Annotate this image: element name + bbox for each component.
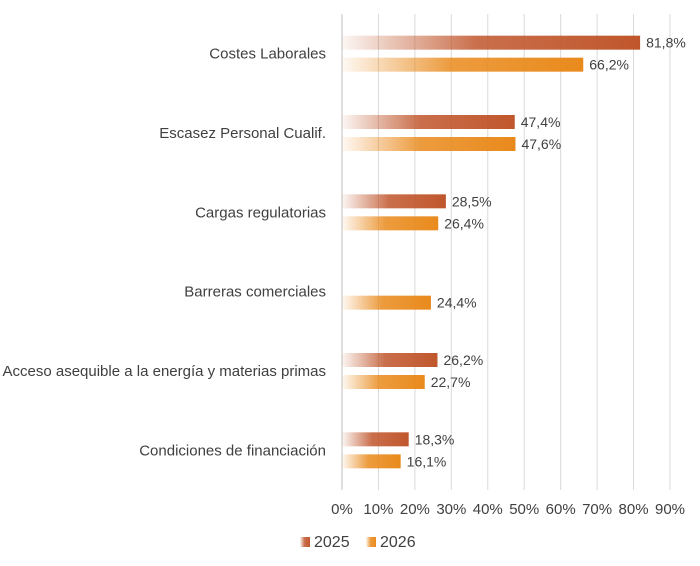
data-label: 28,5%: [452, 193, 492, 209]
x-tick-label: 70%: [582, 501, 612, 518]
data-label: 66,2%: [589, 57, 629, 73]
data-label: 81,8%: [646, 35, 686, 51]
category-label: Escasez Personal Cualif.: [159, 125, 326, 142]
data-label: 26,2%: [443, 352, 483, 368]
data-label: 16,1%: [407, 453, 447, 469]
x-tick-label: 60%: [546, 501, 576, 518]
bar-2026: [342, 137, 516, 151]
data-label: 26,4%: [444, 215, 484, 231]
category-label: Barreras comerciales: [184, 284, 326, 301]
data-label: 24,4%: [437, 295, 477, 311]
bar-2026: [342, 454, 401, 469]
legend-swatch-2025: [300, 537, 310, 547]
x-tick-label: 90%: [655, 501, 685, 518]
legend-label-2025: 2025: [314, 534, 350, 551]
bar-2025: [342, 353, 438, 367]
data-label: 47,6%: [521, 136, 561, 152]
bar-2026: [342, 216, 439, 231]
category-label: Cargas regulatorias: [195, 204, 326, 221]
bar-2025: [342, 432, 409, 447]
bar-2025: [342, 194, 446, 209]
bar-2026: [342, 295, 431, 310]
bar-2026: [342, 375, 425, 389]
bars: [342, 35, 641, 469]
x-tick-label: 80%: [619, 501, 649, 518]
data-label: 22,7%: [431, 374, 471, 390]
bar-2025: [342, 35, 641, 50]
legend-label-2026: 2026: [380, 534, 416, 551]
x-tick-label: 20%: [400, 501, 430, 518]
legend-swatch-2026: [366, 537, 376, 547]
bar-2025: [342, 115, 515, 129]
bar-2026: [342, 57, 584, 72]
category-label: Condiciones de financiación: [139, 442, 326, 459]
x-tick-label: 50%: [509, 501, 539, 518]
x-tick-label: 0%: [331, 501, 353, 518]
category-label: Costes Laborales: [209, 46, 326, 63]
x-tick-label: 40%: [473, 501, 503, 518]
category-label: Acceso asequible a la energía y materias…: [3, 363, 327, 380]
gridlines: [341, 14, 671, 490]
legend: 2025 2026: [300, 534, 416, 551]
x-tick-label: 10%: [363, 501, 393, 518]
labels: 0% 10% 20% 30% 40% 50% 60% 70% 80% 90% Costes Labo…: [3, 35, 686, 518]
x-tick-label: 30%: [436, 501, 466, 518]
data-label: 47,4%: [521, 114, 561, 130]
data-label: 18,3%: [415, 431, 455, 447]
